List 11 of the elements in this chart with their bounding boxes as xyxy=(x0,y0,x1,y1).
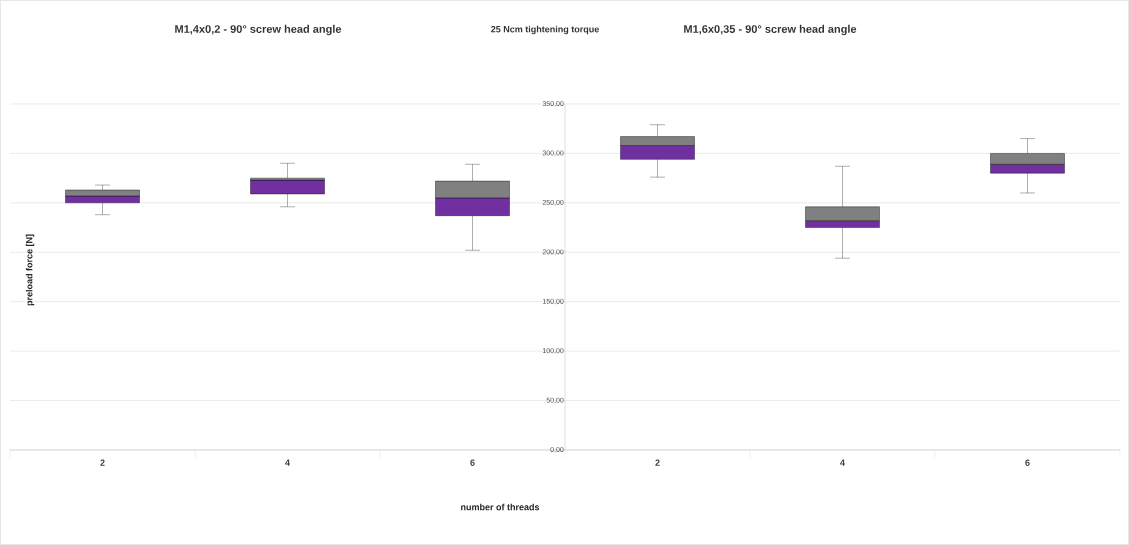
text: M1,6x0,35 - 90° screw head angle xyxy=(684,24,857,36)
x-tick-label: 4 xyxy=(840,459,845,466)
x-axis-title: number of threads xyxy=(461,503,540,511)
x-tick-label: 2 xyxy=(100,459,105,466)
x-tick-label: 4 xyxy=(285,459,290,466)
x-tick-label: 6 xyxy=(470,459,475,466)
chart-title: 25 Ncm tightening torque xyxy=(491,25,599,35)
x-tick-label: 6 xyxy=(1025,459,1030,466)
y-axis-title: preload force [N] xyxy=(25,234,35,306)
x-tick-label: 2 xyxy=(655,459,660,466)
text: M1,4x0,2 - 90° screw head angle xyxy=(175,24,342,36)
